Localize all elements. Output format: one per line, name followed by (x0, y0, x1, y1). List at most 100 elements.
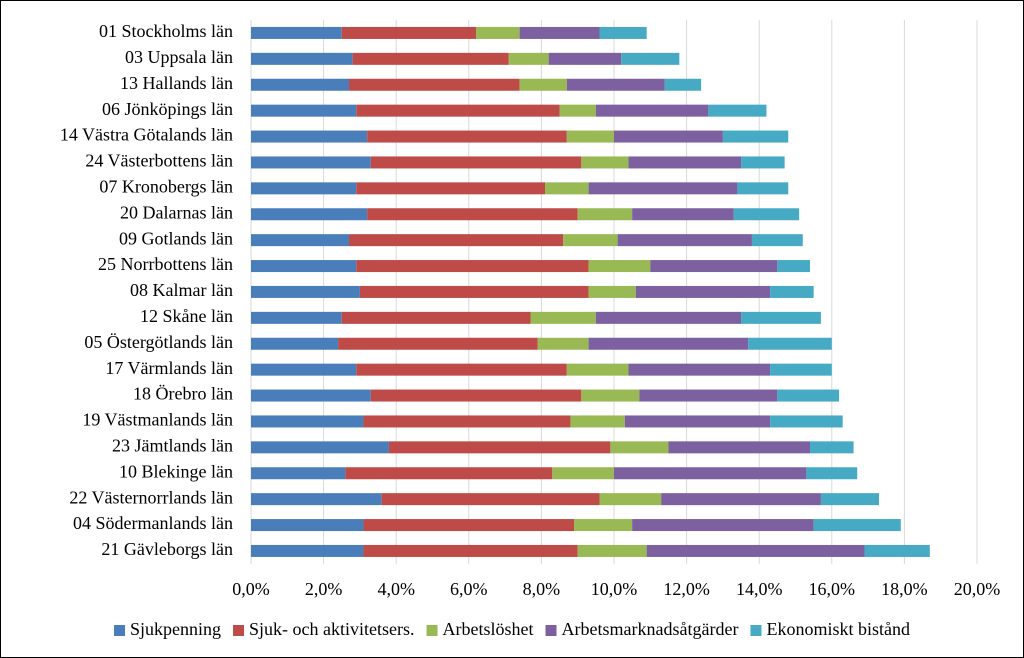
bar-segment (388, 441, 611, 454)
bar-segment (639, 389, 778, 402)
x-tick-label: 4,0% (377, 579, 415, 599)
bar-segment (632, 208, 734, 221)
bar-segment (563, 234, 618, 247)
bar-segment (363, 544, 578, 557)
legend-label: Arbetslöshet (443, 619, 534, 639)
bar-segment (624, 415, 771, 428)
bar-segment (349, 78, 520, 91)
bar-segment (664, 78, 702, 91)
legend-swatch (233, 625, 245, 636)
bar-segment (614, 130, 723, 143)
y-tick-label: 21 Gävleborgs län (101, 539, 233, 559)
bar-segment (806, 467, 858, 480)
bar-segment (751, 234, 803, 247)
bar-segment (251, 415, 364, 428)
bar-segment (588, 337, 749, 350)
bar-segment (251, 104, 357, 117)
bar-segment (356, 260, 589, 273)
bar-segment (661, 493, 821, 506)
bar-segment (251, 363, 357, 376)
bar-segment (370, 389, 582, 402)
bar-segment (574, 519, 633, 532)
bar-segment (251, 182, 357, 195)
bar-segment (559, 104, 596, 117)
bar-segment (813, 519, 901, 532)
bar-segment (614, 467, 807, 480)
bar-segment (588, 182, 738, 195)
y-tick-label: 22 Västernorrlands län (69, 487, 233, 507)
bar-segment (251, 52, 353, 65)
bar-segment (628, 363, 771, 376)
bar-segment (820, 493, 879, 506)
bar-segment (628, 156, 742, 169)
bar-segment (810, 441, 854, 454)
bar-segment (476, 26, 520, 39)
bar-segment (356, 182, 546, 195)
bar-segment (722, 130, 789, 143)
bar-segment (650, 260, 778, 273)
bar-segment (251, 441, 389, 454)
x-tick-label: 12,0% (663, 579, 710, 599)
bar-segment (646, 544, 865, 557)
bar-segment (251, 493, 382, 506)
y-tick-label: 13 Hallands län (120, 73, 233, 93)
x-tick-label: 16,0% (809, 579, 856, 599)
bar-segment (770, 415, 843, 428)
bar-segment (341, 26, 477, 39)
y-tick-label: 01 Stockholms län (99, 21, 233, 41)
bar-segment (356, 104, 560, 117)
x-tick-label: 14,0% (736, 579, 783, 599)
bar-segment (864, 544, 930, 557)
y-tick-label: 08 Kalmar län (130, 280, 233, 300)
bar-segment (595, 311, 742, 324)
bar-segment (566, 363, 629, 376)
bar-segment (537, 337, 589, 350)
legend-swatch (750, 625, 762, 636)
bar-segment (708, 104, 767, 117)
bar-segment (770, 285, 814, 298)
bar-segment (748, 337, 832, 350)
y-tick-label: 09 Gotlands län (119, 228, 233, 248)
bar-segment (577, 544, 647, 557)
bar-segment (588, 285, 636, 298)
bar-segment (588, 260, 651, 273)
bar-segment (777, 389, 840, 402)
bar-segment (381, 493, 600, 506)
bar-segment (251, 26, 342, 39)
bar-segment (570, 415, 625, 428)
x-tick-label: 8,0% (523, 579, 561, 599)
bar-segment (566, 130, 614, 143)
bar-segment (621, 52, 680, 65)
bar-segment (741, 311, 821, 324)
bar-segment (599, 26, 647, 39)
bar-segment (668, 441, 811, 454)
bar-segment (610, 441, 669, 454)
y-tick-label: 19 Västmanlands län (82, 410, 233, 430)
bar-segment (632, 519, 814, 532)
y-tick-label: 24 Västerbottens län (85, 151, 233, 171)
legend-label: Ekonomiskt bistånd (766, 619, 910, 639)
x-tick-label: 2,0% (305, 579, 343, 599)
bar-segment (251, 78, 350, 91)
legend-label: Sjuk- och aktivitetsers. (249, 619, 414, 639)
legend-swatch (545, 625, 557, 636)
bar-segment (352, 52, 509, 65)
bar-segment (338, 337, 538, 350)
y-tick-label: 03 Uppsala län (125, 47, 233, 67)
bar-segment (581, 389, 640, 402)
x-tick-label: 18,0% (881, 579, 928, 599)
bar-segment (741, 156, 785, 169)
bar-segment (370, 156, 582, 169)
y-tick-label: 04 Södermanlands län (73, 513, 233, 533)
y-tick-label: 06 Jönköpings län (102, 99, 233, 119)
bar-segment (595, 104, 709, 117)
bar-segment (251, 519, 364, 532)
bar-segment (566, 78, 665, 91)
bar-segment (251, 156, 371, 169)
bar-segment (733, 208, 800, 221)
bar-segment (363, 519, 575, 532)
bar-segment (345, 467, 553, 480)
bar-segment (617, 234, 752, 247)
bar-segment (545, 182, 589, 195)
